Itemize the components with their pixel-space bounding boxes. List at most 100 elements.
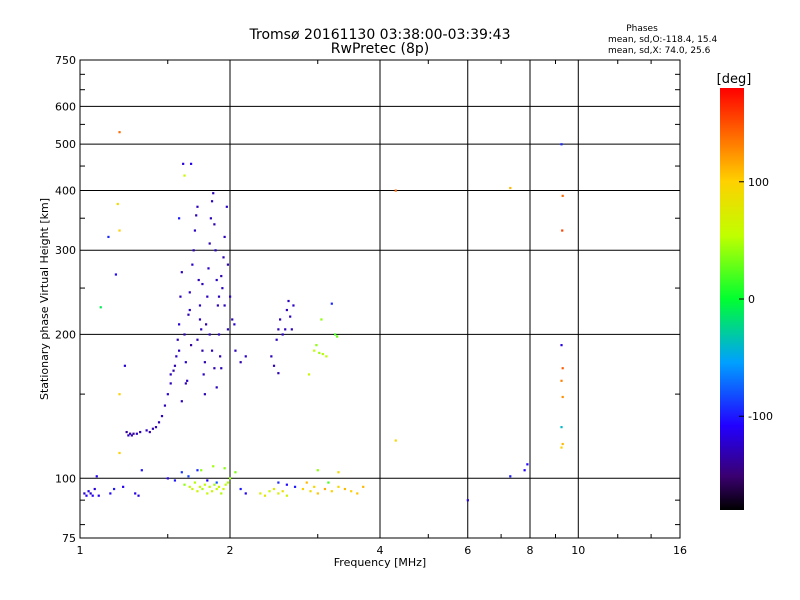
data-point	[196, 490, 199, 493]
colorbar-tick-label: 0	[748, 293, 755, 306]
data-point	[217, 333, 221, 336]
data-point	[224, 483, 227, 486]
data-point	[206, 295, 209, 298]
data-point	[187, 475, 190, 478]
data-point	[137, 494, 140, 497]
data-point	[213, 483, 216, 486]
data-point	[201, 282, 204, 286]
data-point	[129, 432, 132, 435]
data-point	[195, 214, 198, 217]
data-point	[220, 367, 223, 370]
data-point	[193, 481, 197, 484]
stats-heading: Phases	[626, 24, 658, 34]
plot-frame	[79, 59, 681, 539]
data-point	[212, 465, 215, 468]
data-point	[394, 189, 397, 192]
data-point	[176, 338, 179, 341]
x-tick-label: 16	[673, 544, 687, 557]
data-point	[191, 487, 194, 491]
data-point	[231, 318, 234, 321]
data-point	[284, 328, 287, 331]
data-point	[179, 295, 182, 298]
data-point	[313, 485, 316, 488]
data-point	[560, 446, 563, 449]
data-point	[213, 223, 216, 226]
data-point	[309, 490, 312, 493]
data-point	[175, 355, 178, 358]
x-tick-label: 2	[227, 544, 234, 557]
y-tick-label: 400	[55, 184, 76, 197]
data-point	[183, 483, 186, 486]
x-tick-label: 6	[464, 544, 471, 557]
data-point	[220, 274, 223, 278]
data-point	[362, 485, 365, 488]
data-point	[200, 469, 203, 472]
data-point	[394, 439, 397, 442]
x-tick-label: 1	[77, 544, 84, 557]
data-point	[203, 483, 206, 486]
data-point	[183, 174, 186, 177]
data-point	[466, 499, 469, 502]
data-point	[285, 308, 288, 312]
data-point	[206, 479, 209, 482]
data-point	[560, 143, 563, 146]
data-point	[125, 430, 128, 434]
data-point	[244, 492, 247, 495]
data-point	[290, 328, 293, 331]
x-tick-label: 8	[527, 544, 534, 557]
data-point	[87, 490, 90, 493]
data-point	[157, 421, 161, 424]
data-point	[210, 200, 214, 203]
data-point	[279, 318, 282, 321]
data-point	[85, 494, 88, 497]
data-point	[217, 485, 221, 488]
data-point	[277, 481, 280, 484]
data-point	[169, 382, 172, 385]
data-point	[289, 315, 292, 318]
data-point	[560, 379, 563, 382]
data-point	[334, 333, 337, 336]
data-point	[95, 475, 98, 478]
x-tick-label: 10	[571, 544, 585, 557]
colorbar-tick-label: -100	[748, 410, 773, 423]
data-point	[509, 186, 512, 190]
colorbar-label: [deg]	[717, 72, 752, 87]
data-point	[210, 349, 214, 352]
data-point	[330, 302, 333, 305]
data-point	[201, 349, 204, 352]
data-point	[222, 487, 225, 491]
data-point	[198, 318, 202, 321]
data-point	[112, 487, 116, 491]
data-point	[321, 352, 324, 356]
data-point	[220, 492, 223, 495]
data-point	[196, 338, 199, 341]
data-point	[233, 323, 236, 326]
grid	[80, 60, 680, 538]
data-point	[148, 430, 151, 434]
data-point	[169, 373, 172, 376]
data-point	[201, 487, 204, 491]
data-point	[145, 429, 148, 432]
y-tick-labels: 75 100 200 300 400 500 600 750	[55, 54, 76, 545]
data-point	[114, 273, 118, 276]
data-point	[561, 194, 564, 197]
data-point	[217, 295, 221, 298]
x-tick-labels: 1 2 4 6 8 10 16	[77, 544, 688, 557]
data-point	[223, 235, 226, 239]
data-point	[151, 427, 155, 430]
data-point	[216, 304, 219, 307]
data-point	[215, 386, 218, 389]
data-point	[234, 471, 237, 474]
stats-o-line: mean, sd,O:-118.4, 15.4	[608, 35, 718, 45]
data-point	[200, 328, 203, 331]
data-point	[343, 487, 347, 491]
data-point	[160, 414, 164, 418]
chart-subtitle: RwPretec (8p)	[331, 41, 429, 57]
data-point	[118, 393, 121, 396]
data-point	[277, 372, 280, 375]
data-point	[307, 373, 311, 376]
data-point	[301, 487, 305, 491]
data-point	[215, 487, 218, 491]
data-point	[215, 481, 218, 484]
data-point	[275, 338, 278, 341]
